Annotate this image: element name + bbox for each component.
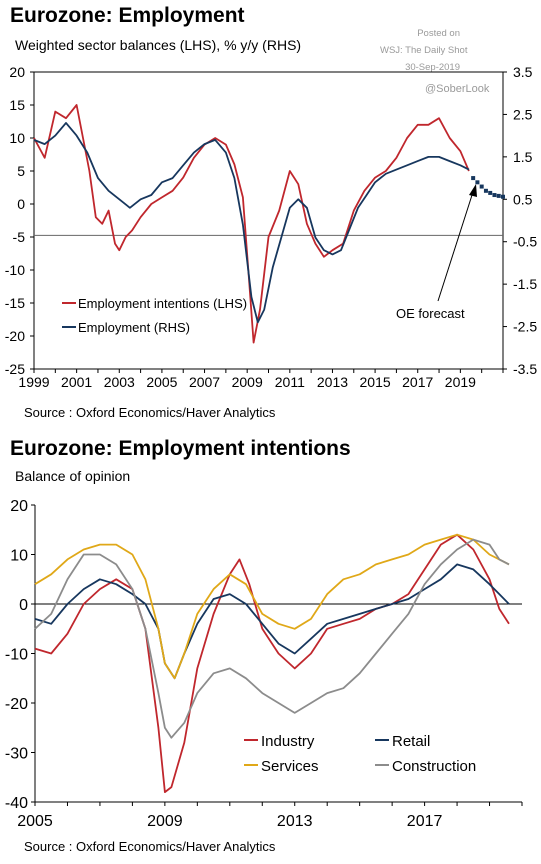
chart1-ytick-right-label: -3.5: [513, 361, 537, 377]
chart2-source: Source : Oxford Economics/Haver Analytic…: [24, 839, 276, 854]
chart1-ytick-left-label: 5: [17, 163, 25, 179]
chart1-xtick-label: 1999: [18, 374, 49, 390]
chart2-series-line-1: [34, 563, 510, 680]
chart1-ytick-right-label: -2.5: [513, 319, 537, 335]
chart1-annotation-label: OE forecast: [396, 306, 465, 321]
chart2-ytick-label: -20: [5, 696, 28, 713]
chart1-ytick-right-label: 1.5: [513, 149, 533, 165]
chart2-ytick-label: -40: [5, 795, 28, 812]
chart1-ytick-left-label: 15: [9, 97, 25, 113]
chart1-forecast-point: [471, 176, 476, 181]
chart2-legend-label: Services: [261, 758, 319, 775]
chart1-legend-label: Employment (RHS): [78, 320, 190, 335]
chart2-series-line-2: [34, 533, 510, 680]
chart1-ytick-left-label: 0: [17, 196, 25, 212]
chart2-title: Eurozone: Employment intentions: [10, 437, 351, 460]
chart2-ytick-label: -30: [5, 746, 28, 763]
chart1-xtick-label: 2019: [445, 374, 476, 390]
chart2-legend-label: Industry: [261, 733, 315, 750]
chart1-plot: 20151050-5-10-15-20-253.52.51.50.5-0.5-1…: [5, 64, 538, 390]
chart2-ytick-label: 0: [19, 597, 28, 614]
chart1-ytick-left-label: -5: [13, 229, 26, 245]
chart1-ytick-right-label: -0.5: [513, 234, 537, 250]
chart1-xtick-label: 2017: [402, 374, 433, 390]
chart1-forecast-point: [496, 193, 501, 198]
chart1-subtitle: Weighted sector balances (LHS), % y/y (R…: [15, 37, 302, 53]
credit-date: 30-Sep-2019: [405, 62, 460, 73]
chart1-xtick-label: 2013: [317, 374, 348, 390]
chart1-series-line-0: [33, 104, 470, 344]
chart1-ytick-left-label: 10: [9, 130, 25, 146]
chart1-forecast-point: [475, 180, 480, 185]
chart1-xtick-label: 2003: [104, 374, 135, 390]
chart1-title: Eurozone: Employment: [10, 4, 245, 27]
chart1-ytick-left-label: -10: [5, 262, 25, 278]
chart1-ytick-right-label: 0.5: [513, 191, 533, 207]
chart2-series-line-0: [34, 533, 510, 794]
chart1-forecast-point: [501, 194, 505, 199]
chart1-forecast-point: [492, 193, 497, 198]
chart2-xtick-label: 2017: [407, 813, 443, 830]
chart1-xtick-label: 2015: [360, 374, 391, 390]
chart2-legend-label: Retail: [392, 733, 430, 750]
chart1-forecast-point: [488, 190, 493, 195]
chart1-forecast-point: [479, 184, 484, 189]
chart1-ytick-right-label: 2.5: [513, 106, 533, 122]
chart1-annotation-arrow-line: [437, 191, 474, 302]
chart1-xtick-label: 2011: [275, 374, 305, 390]
chart1-ytick-left-label: -25: [5, 361, 25, 377]
chart2-legend-label: Construction: [392, 758, 476, 775]
chart1-ytick-right-label: 3.5: [513, 64, 533, 80]
chart1-forecast-point: [483, 188, 488, 193]
chart1-annotation-arrowhead: [469, 184, 477, 197]
chart1-series-line-1: [33, 122, 470, 324]
chart2-xtick-label: 2013: [277, 813, 313, 830]
chart1-ytick-left-label: 20: [9, 64, 25, 80]
chart1-xtick-label: 2005: [146, 374, 177, 390]
chart1-legend-label: Employment intentions (LHS): [78, 296, 247, 311]
chart2-ytick-label: 20: [10, 498, 28, 515]
chart1-ytick-left-label: -20: [5, 328, 25, 344]
chart2-ytick-label: -10: [5, 647, 28, 664]
chart1-xtick-label: 2001: [61, 374, 92, 390]
chart1-ytick-right-label: -1.5: [513, 276, 537, 292]
chart1-xtick-label: 2007: [189, 374, 220, 390]
chart1-xtick-label: 2009: [232, 374, 263, 390]
chart2-subtitle: Balance of opinion: [15, 468, 131, 484]
chart1-source: Source : Oxford Economics/Haver Analytic…: [24, 405, 276, 420]
credit-source: WSJ: The Daily Shot: [380, 45, 468, 56]
credit-handle: @SoberLook: [425, 83, 490, 95]
chart2-series-line-3: [34, 538, 510, 739]
chart2-xtick-label: 2009: [147, 813, 183, 830]
chart1-ytick-left-label: -15: [5, 295, 25, 311]
chart2-xtick-label: 2005: [17, 813, 53, 830]
credit-posted: Posted on: [417, 28, 460, 39]
chart2-ytick-label: 10: [10, 548, 28, 565]
